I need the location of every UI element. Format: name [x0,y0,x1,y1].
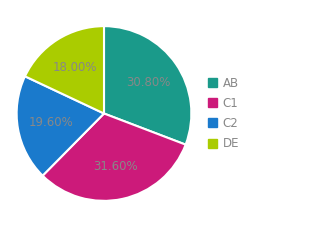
Text: 31.60%: 31.60% [93,160,138,173]
Wedge shape [43,114,186,201]
Wedge shape [104,26,191,145]
Wedge shape [17,76,104,176]
Text: 30.80%: 30.80% [126,76,171,89]
Text: 19.60%: 19.60% [28,116,73,129]
Text: 18.00%: 18.00% [53,61,97,74]
Wedge shape [25,26,104,114]
Legend: AB, C1, C2, DE: AB, C1, C2, DE [207,77,239,150]
